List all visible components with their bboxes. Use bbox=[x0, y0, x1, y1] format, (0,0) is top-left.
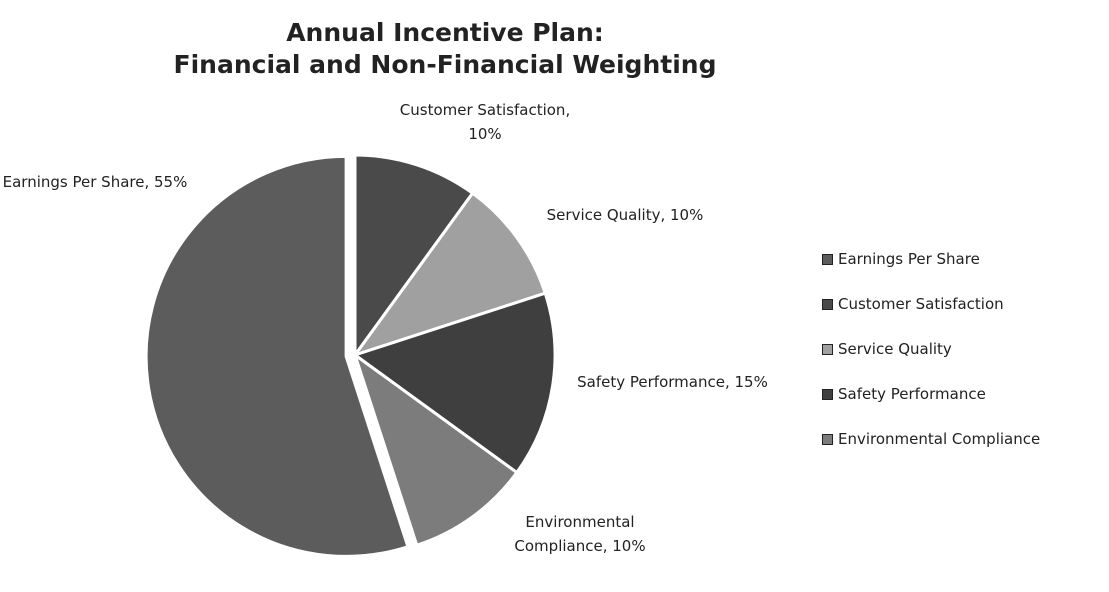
legend-swatch bbox=[822, 253, 833, 265]
legend-item: Earnings Per Share bbox=[822, 250, 980, 268]
legend-item: Safety Performance bbox=[822, 385, 986, 403]
data-label: Customer Satisfaction, 10% bbox=[399, 101, 571, 143]
legend-item: Service Quality bbox=[822, 340, 952, 358]
data-label: Safety Performance, 15% bbox=[577, 373, 768, 391]
legend-label: Service Quality bbox=[838, 340, 952, 358]
data-label: Earnings Per Share, 55% bbox=[2, 173, 188, 191]
legend-item: Customer Satisfaction bbox=[822, 295, 1004, 313]
legend-label: Safety Performance bbox=[838, 385, 986, 403]
chart-title: Annual Incentive Plan: bbox=[286, 18, 604, 47]
legend-label: Environmental Compliance bbox=[838, 430, 1041, 448]
legend-label: Earnings Per Share bbox=[838, 250, 980, 268]
pie-slice bbox=[353, 153, 475, 360]
legend-swatch bbox=[822, 343, 833, 355]
pie-slice bbox=[144, 154, 410, 558]
pie-slice bbox=[352, 351, 519, 548]
pie-slice bbox=[351, 291, 557, 475]
legend-swatch bbox=[822, 298, 833, 310]
chart-title: Financial and Non-Financial Weighting bbox=[173, 50, 717, 79]
data-label: Environmental Compliance, 10% bbox=[514, 513, 646, 555]
pie-slice bbox=[351, 191, 548, 358]
data-label: Service Quality, 10% bbox=[546, 206, 704, 224]
legend-label: Customer Satisfaction bbox=[838, 295, 1004, 313]
legend-item: Environmental Compliance bbox=[822, 430, 1040, 448]
legend-swatch bbox=[822, 388, 833, 400]
legend-swatch bbox=[822, 433, 833, 445]
